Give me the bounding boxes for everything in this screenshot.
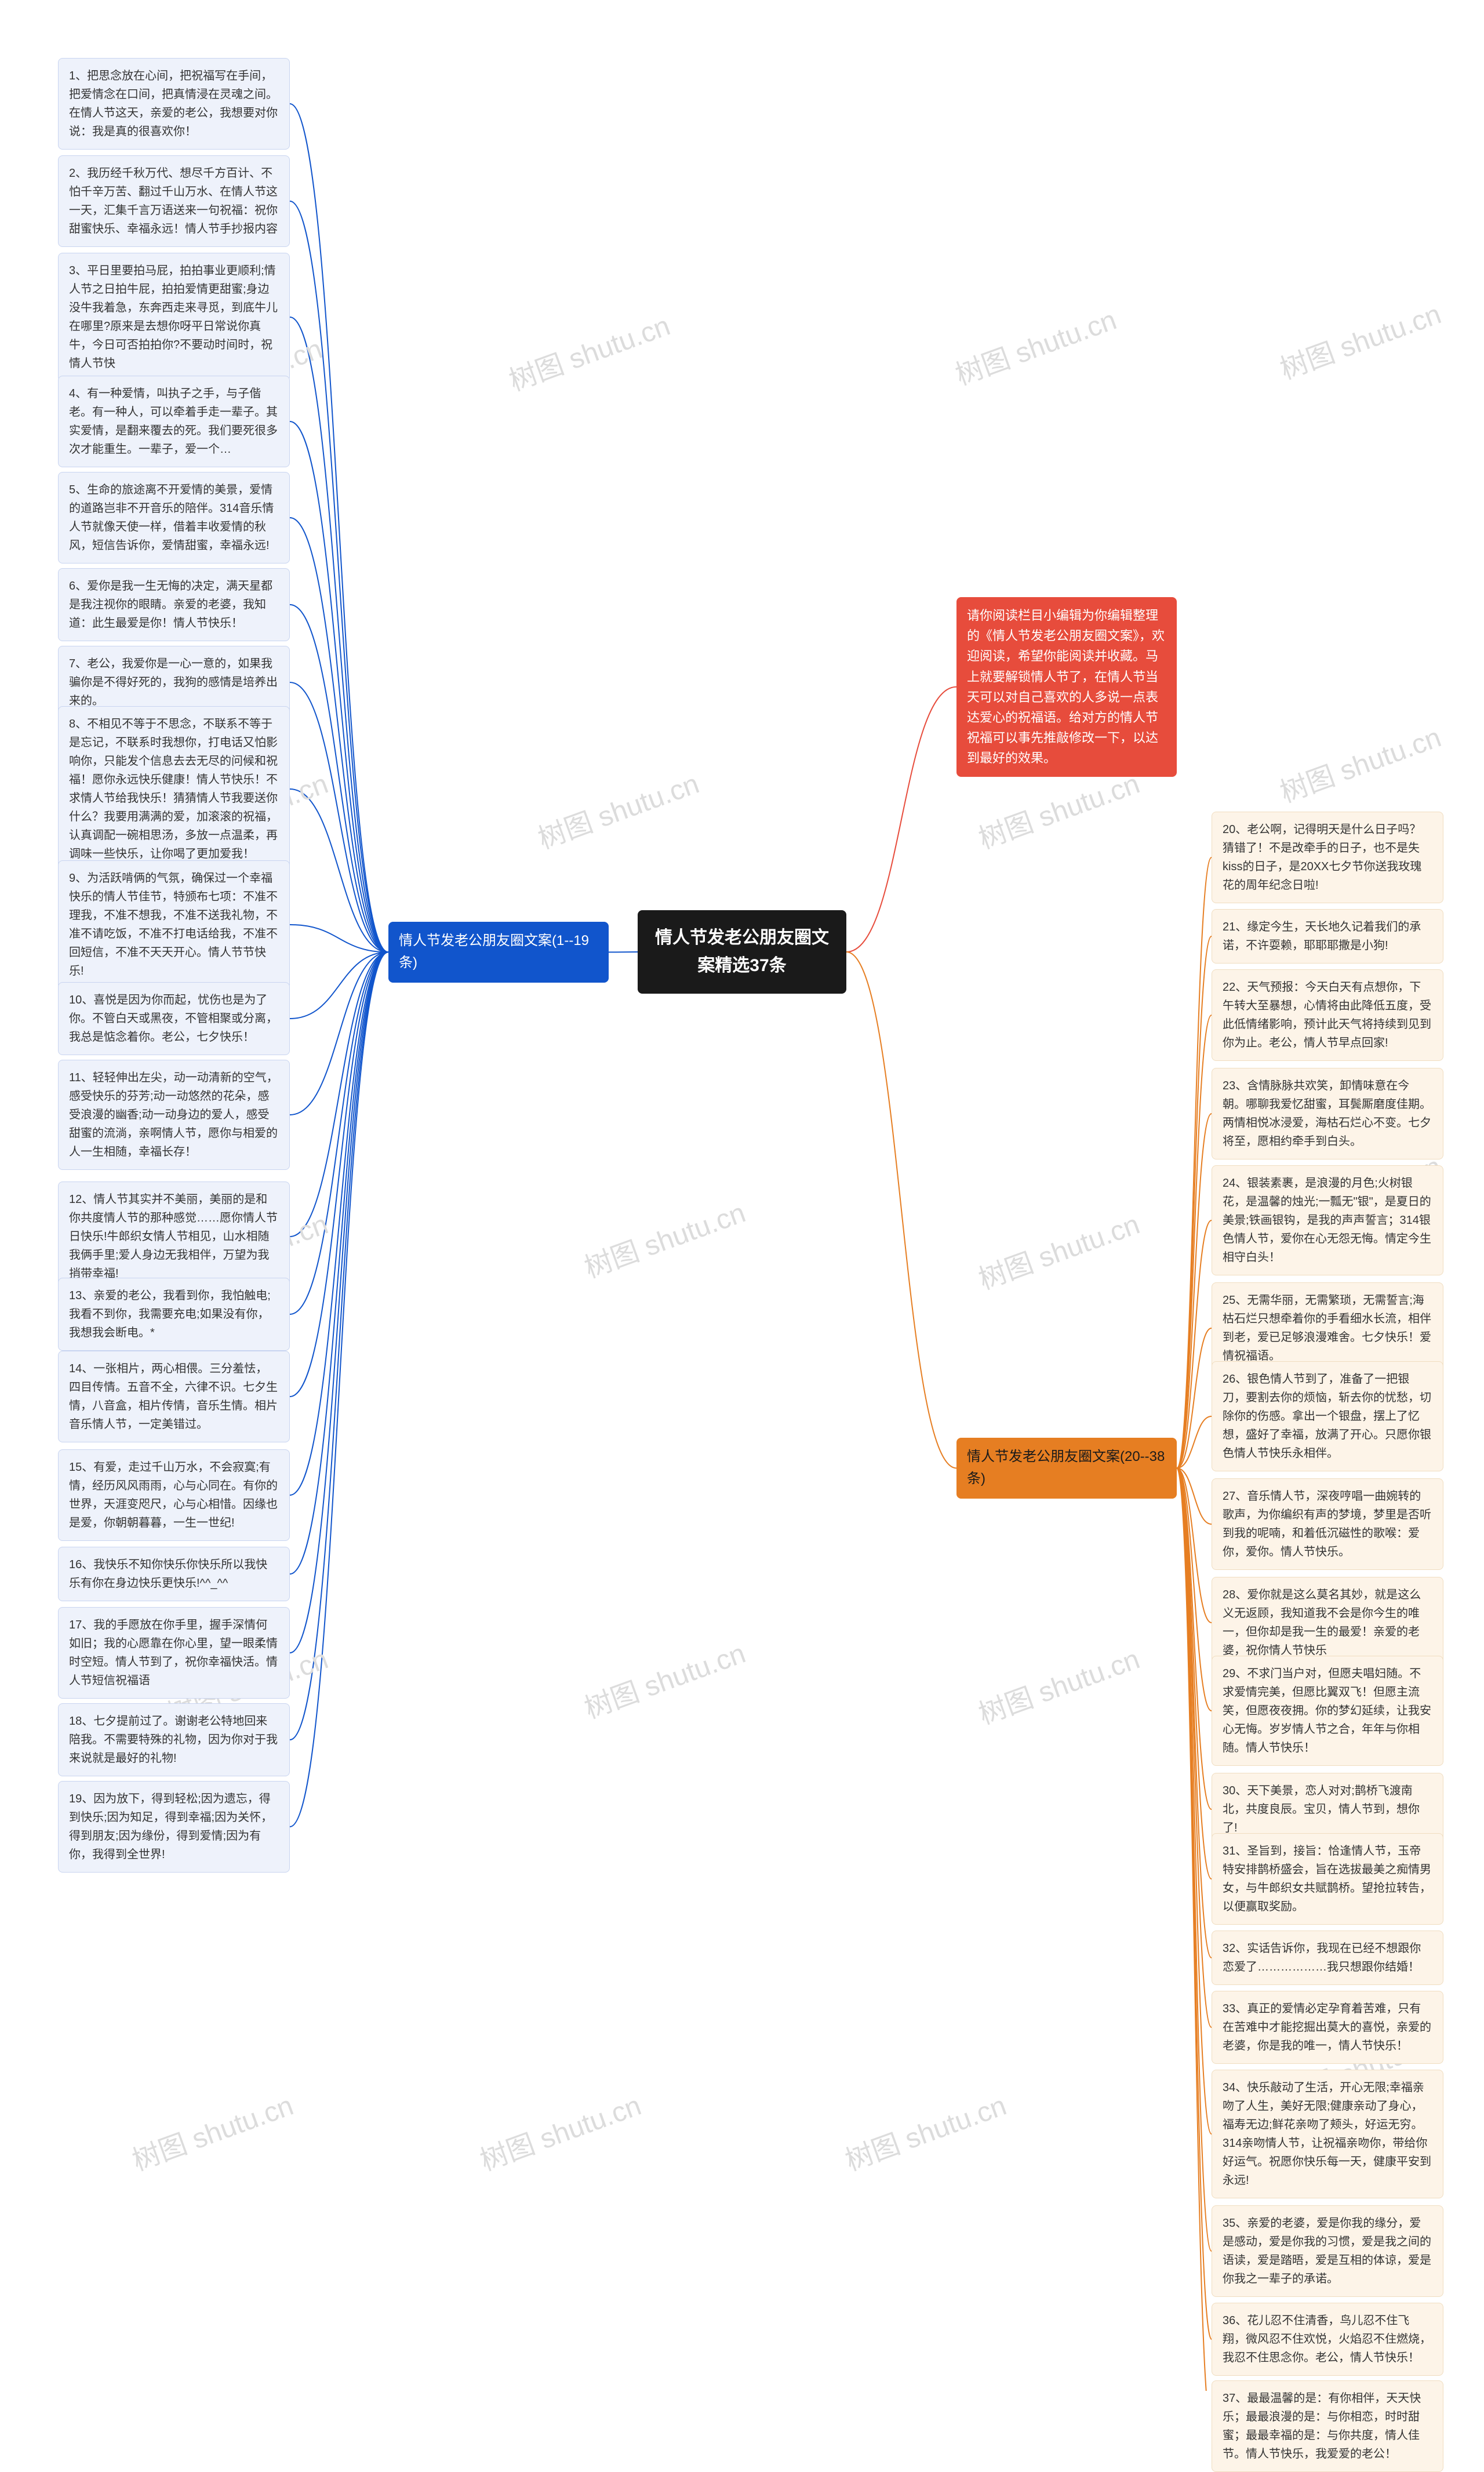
right-leaf-10: 29、不求门当户对，但愿夫唱妇随。不求爱情完美，但愿比翼双飞！但愿主流笑，但愿夜…	[1212, 1656, 1443, 1766]
left-leaf-6: 6、爱你是我一生无悔的决定，满天星都是我注视你的眼睛。亲爱的老婆，我知道：此生最…	[58, 568, 290, 641]
right-leaf-9: 28、爱你就是这么莫名其妙，就是这么义无返顾，我知道我不会是你今生的唯一，但你却…	[1212, 1577, 1443, 1668]
branch-red: 请你阅读栏目小编辑为你编辑整理的《情人节发老公朋友圈文案》，欢迎阅读，希望你能阅…	[956, 597, 1177, 777]
branch-orange: 情人节发老公朋友圈文案(20--38条)	[956, 1438, 1177, 1499]
right-leaf-12: 31、圣旨到，接旨：恰逢情人节，玉帝特安排鹊桥盛会，旨在选拔最美之痴情男女，与牛…	[1212, 1833, 1443, 1925]
mindmap-container: 情人节发老公朋友圈文案精选37条 请你阅读栏目小编辑为你编辑整理的《情人节发老公…	[0, 0, 1484, 2391]
left-leaf-12: 12、情人节其实并不美丽，美丽的是和你共度情人节的那种感觉……愿你情人节日快乐!…	[58, 1182, 290, 1292]
left-leaf-13: 13、亲爱的老公，我看到你，我怕触电;我看不到你，我需要充电;如果没有你，我想我…	[58, 1278, 290, 1351]
root-node: 情人节发老公朋友圈文案精选37条	[638, 910, 846, 994]
right-leaf-15: 34、快乐敲动了生活，开心无限;幸福亲吻了人生，美好无限;健康亲动了身心，福寿无…	[1212, 2070, 1443, 2198]
left-leaf-10: 10、喜悦是因为你而起，忧伤也是为了你。不管白天或黑夜，不管相聚或分离，我总是惦…	[58, 982, 290, 1055]
right-leaf-3: 22、天气预报：今天白天有点想你，下午转大至暴想，心情将由此降低五度，受此低情绪…	[1212, 969, 1443, 1061]
left-leaf-19: 19、因为放下，得到轻松;因为遗忘，得到快乐;因为知足，得到幸福;因为关怀，得到…	[58, 1781, 290, 1873]
right-leaf-5: 24、银装素裹，是浪漫的月色;火树银花，是温馨的烛光;一瓢无"银"，是夏日的美景…	[1212, 1165, 1443, 1275]
left-leaf-14: 14、一张相片，两心相偎。三分羞怯，四目传情。五音不全，六律不识。七夕生情，八音…	[58, 1351, 290, 1442]
right-leaf-18: 37、最最温馨的是：有你相伴，天天快乐；最最浪漫的是：与你相恋，时时甜蜜；最最幸…	[1212, 2380, 1443, 2472]
left-leaf-8: 8、不相见不等于不思念，不联系不等于是忘记，不联系时我想你，打电话又怕影响你，只…	[58, 706, 290, 872]
left-leaf-2: 2、我历经千秋万代、想尽千方百计、不怕千辛万苦、翻过千山万水、在情人节这一天，汇…	[58, 155, 290, 247]
right-leaf-1: 20、老公啊，记得明天是什么日子吗？猜错了！不是改牵手的日子，也不是失kiss的…	[1212, 812, 1443, 903]
left-leaf-16: 16、我快乐不知你快乐你快乐所以我快乐有你在身边快乐更快乐!^^_^^	[58, 1547, 290, 1601]
right-leaf-7: 26、银色情人节到了，准备了一把银刀，要割去你的烦恼，斩去你的忧愁，切除你的伤感…	[1212, 1361, 1443, 1471]
left-leaf-9: 9、为活跃啃俩的气氛，确保过一个幸福快乐的情人节佳节，特颁布七项：不准不理我，不…	[58, 860, 290, 989]
right-leaf-2: 21、缘定今生，天长地久记着我们的承诺，不许耍赖，耶耶耶撒是小狗!	[1212, 909, 1443, 964]
left-leaf-18: 18、七夕提前过了。谢谢老公特地回来陪我。不需要特殊的礼物，因为你对于我来说就是…	[58, 1703, 290, 1776]
right-leaf-13: 32、实话告诉你，我现在已经不想跟你恋爱了………………我只想跟你结婚！	[1212, 1931, 1443, 1985]
left-leaf-1: 1、把思念放在心间，把祝福写在手间，把爱情念在口间，把真情浸在灵魂之间。在情人节…	[58, 58, 290, 150]
right-leaf-14: 33、真正的爱情必定孕育着苦难，只有在苦难中才能挖掘出莫大的喜悦，亲爱的老婆，你…	[1212, 1991, 1443, 2064]
right-leaf-16: 35、亲爱的老婆，爱是你我的缘分，爱是感动，爱是你我的习惯，爱是我之间的语读，爱…	[1212, 2205, 1443, 2297]
right-leaf-8: 27、音乐情人节，深夜哼唱一曲婉转的歌声，为你编织有声的梦境，梦里是否听到我的呢…	[1212, 1478, 1443, 1570]
right-leaf-6: 25、无需华丽，无需繁琐，无需誓言;海枯石烂只想牵着你的手看细水长流，相伴到老，…	[1212, 1282, 1443, 1374]
left-leaf-5: 5、生命的旅途离不开爱情的美景，爱情的道路岂非不开音乐的陪伴。314音乐情人节就…	[58, 472, 290, 564]
left-leaf-4: 4、有一种爱情，叫执子之手，与子偕老。有一种人，可以牵着手走一辈子。其实爱情，是…	[58, 376, 290, 467]
right-leaf-17: 36、花儿忍不住清香，鸟儿忍不住飞翔，微风忍不住欢悦，火焰忍不住燃烧，我忍不住思…	[1212, 2303, 1443, 2376]
left-leaf-15: 15、有爱，走过千山万水，不会寂寞;有情，经历风风雨雨，心与心同在。有你的世界，…	[58, 1449, 290, 1541]
right-leaf-4: 23、含情脉脉共欢笑，卸情味意在今朝。哪聊我爱忆甜蜜，耳鬓厮磨度佳期。两情相悦冰…	[1212, 1068, 1443, 1159]
left-leaf-11: 11、轻轻伸出左尖，动一动清新的空气，感受快乐的芬芳;动一动悠然的花朵，感受浪漫…	[58, 1060, 290, 1170]
left-leaf-17: 17、我的手愿放在你手里，握手深情何如旧；我的心愿靠在你心里，望一眼柔情时空短。…	[58, 1607, 290, 1699]
left-leaf-3: 3、平日里要拍马屁，拍拍事业更顺利;情人节之日拍牛屁，拍拍爱情更甜蜜;身边没牛我…	[58, 253, 290, 381]
branch-blue: 情人节发老公朋友圈文案(1--19条)	[388, 922, 609, 983]
